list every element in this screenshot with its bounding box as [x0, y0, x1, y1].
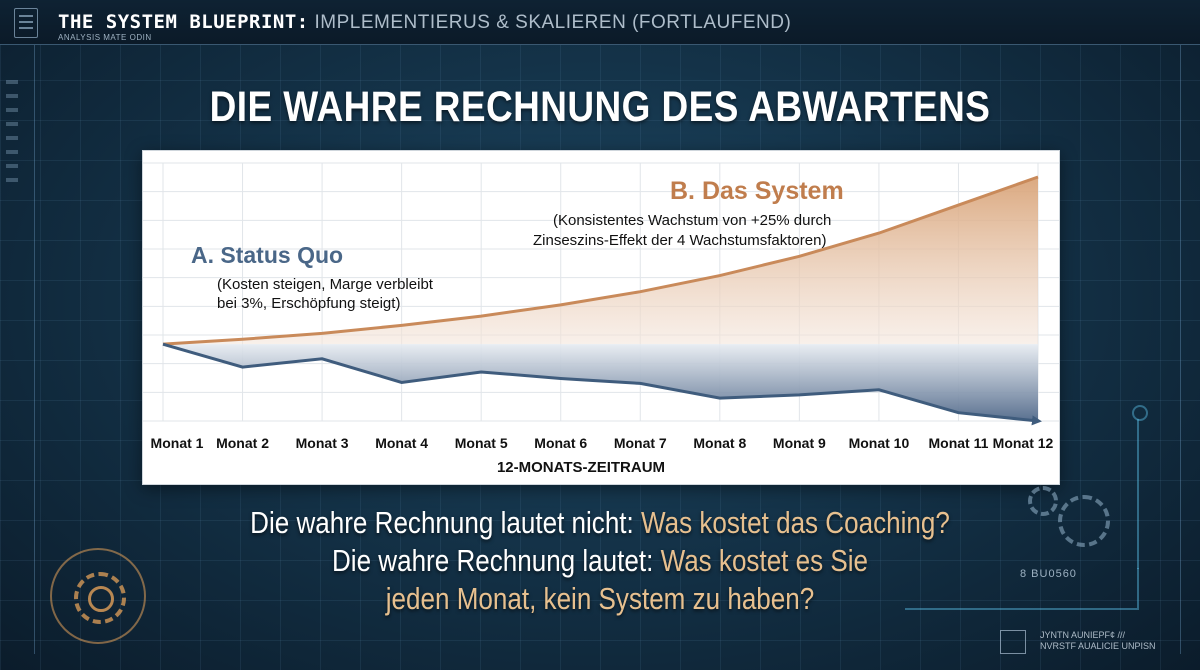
code-label: 8 BU0560 [1020, 568, 1077, 580]
circuit-decor-3 [905, 568, 1139, 610]
x-tick-label: Monat 12 [993, 435, 1054, 451]
header-title-bold: THE SYSTEM BLUEPRINT: [58, 11, 309, 33]
status-quo-note-line1: (Kosten steigen, Marge verbleibt [217, 276, 434, 293]
x-tick-label: Monat 5 [455, 435, 508, 451]
gear-icon-right-small [1028, 486, 1058, 516]
x-axis-label: 12-MONATS-ZEITRAUM [497, 459, 665, 476]
x-tick-label: Monat 1 [151, 435, 204, 451]
series-line-system [162, 175, 1039, 346]
circuit-decor-2 [1137, 419, 1139, 569]
x-tick-label: Monat 8 [693, 435, 746, 451]
footer-icon [1000, 630, 1026, 654]
footer-label-line1: JYNTN AUNIEPF¢ /// [1040, 630, 1126, 640]
system-title: B. Das System [670, 177, 844, 205]
x-axis-ticks: Monat 1 Monat 2 Monat 3 Monat 4 Monat 5 Monat… [151, 435, 1054, 451]
message-line-2-white: Die wahre Rechnung lautet: [331, 543, 654, 578]
status-quo-title: A. Status Quo [191, 242, 343, 268]
chart-panel: Monat 1 Monat 2 Monat 3 Monat 4 Monat 5 Monat… [142, 150, 1060, 485]
x-tick-label: Monat 2 [216, 435, 269, 451]
message-line-3-highlight: jeden Monat, kein System zu haben? [385, 581, 815, 616]
series-area-status-quo [163, 344, 1038, 421]
gear-icon-right-large [1058, 495, 1110, 547]
growth-chart: Monat 1 Monat 2 Monat 3 Monat 4 Monat 5 Monat… [143, 162, 1059, 476]
x-tick-label: Monat 3 [296, 435, 349, 451]
header-subtitle: ANALYSIS MATE ODIN [58, 33, 152, 42]
header-title-rest: IMPLEMENTIERUS & SKALIEREN (FORTLAUFEND) [314, 12, 792, 33]
system-note-line1: (Konsistentes Wachstum von +25% durch [553, 212, 831, 229]
status-quo-note-line2: bei 3%, Erschöpfung steigt) [217, 295, 400, 312]
x-tick-label: Monat 10 [849, 435, 910, 451]
message-line-2-highlight: Was kostet es Sie [660, 543, 869, 578]
x-tick-label: Monat 6 [534, 435, 587, 451]
x-tick-label: Monat 11 [929, 435, 989, 451]
series-line-status-quo [162, 342, 1042, 426]
footer-label-line2: NVRSTF AUALICIE UNPISN [1040, 641, 1156, 651]
header-bar: THE SYSTEM BLUEPRINT: IMPLEMENTIERUS & S… [0, 0, 1200, 45]
header-title: THE SYSTEM BLUEPRINT: IMPLEMENTIERUS & S… [58, 11, 791, 34]
message-line-1: Die wahre Rechnung lautet nicht: Was kos… [96, 505, 1104, 541]
frame-line-right [1180, 44, 1181, 654]
x-tick-label: Monat 4 [375, 435, 428, 451]
system-note-line2: Zinseszins-Effekt der 4 Wachstumsfaktore… [533, 232, 826, 249]
main-title: DIE WAHRE RECHNUNG DES ABWARTENS [209, 83, 991, 131]
message-line-3: jeden Monat, kein System zu haben? [96, 581, 1104, 617]
frame-line-left [34, 44, 35, 654]
circuit-decor-1 [1132, 405, 1148, 421]
message-line-1-white: Die wahre Rechnung lautet nicht: [250, 505, 634, 540]
side-marks [6, 70, 30, 182]
message-line-2: Die wahre Rechnung lautet: Was kostet es… [96, 543, 1104, 579]
series-area-system [163, 177, 1038, 345]
gear-hub [88, 586, 114, 612]
x-tick-label: Monat 7 [614, 435, 667, 451]
message-line-1-highlight: Was kostet das Coaching? [641, 505, 950, 540]
gear-inner-ring [74, 572, 126, 624]
x-tick-label: Monat 9 [773, 435, 826, 451]
footer-label: JYNTN AUNIEPF¢ /// NVRSTF AUALICIE UNPIS… [1040, 630, 1156, 652]
gear-icon-left [50, 548, 146, 644]
document-icon [14, 8, 38, 38]
